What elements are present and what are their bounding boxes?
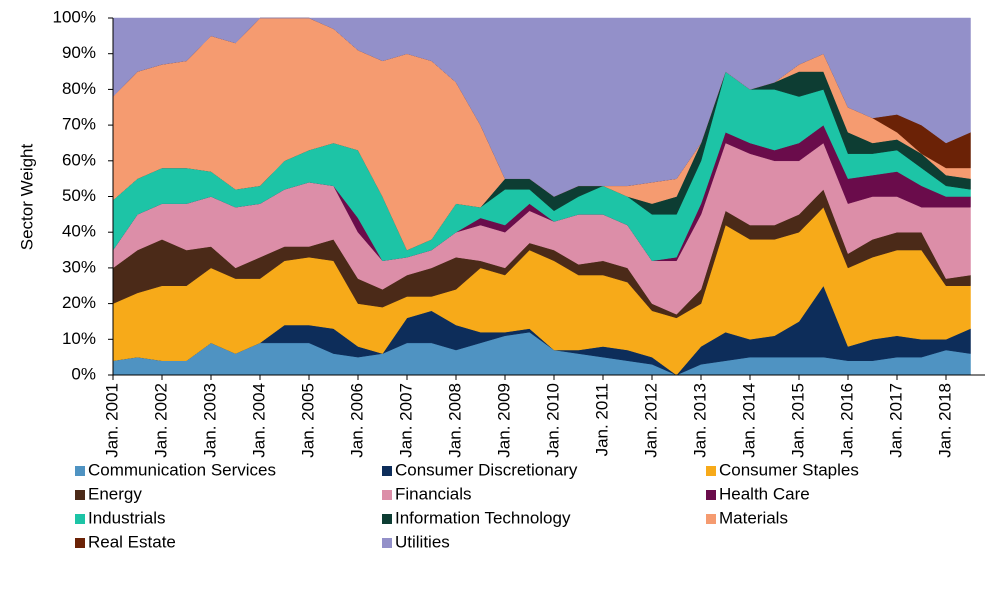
x-tick-label: Jan. 2003 — [200, 383, 219, 458]
y-tick-label: 0% — [71, 364, 96, 383]
x-tick-label: Jan. 2001 — [102, 383, 121, 458]
x-tick-label: Jan. 2017 — [886, 383, 905, 458]
legend-swatch — [382, 466, 392, 476]
x-tick-label: Jan. 2007 — [396, 383, 415, 458]
legend-label: Information Technology — [395, 508, 571, 527]
y-tick-label: 10% — [62, 329, 96, 348]
x-tick-label: Jan. 2015 — [788, 383, 807, 458]
legend-swatch — [706, 490, 716, 500]
legend-swatch — [382, 538, 392, 548]
x-tick-label: Jan. 2012 — [641, 383, 660, 458]
y-axis-label: Sector Weight — [17, 144, 36, 251]
area — [112, 17, 971, 197]
y-tick-label: 100% — [53, 7, 96, 26]
legend-label: Financials — [395, 484, 472, 503]
legend-swatch — [706, 514, 716, 524]
x-tick-label: Jan. 2014 — [739, 383, 758, 458]
legend-swatch — [382, 490, 392, 500]
legend-label: Consumer Discretionary — [395, 460, 578, 479]
x-tick-label: Jan. 2009 — [494, 383, 513, 458]
x-tick-label: Jan. 2018 — [935, 383, 954, 458]
y-tick-label: 80% — [62, 79, 96, 98]
legend-swatch — [75, 538, 85, 548]
x-tick-label: Jan. 2002 — [151, 383, 170, 458]
legend-label: Real Estate — [88, 532, 176, 551]
legend-swatch — [706, 466, 716, 476]
x-tick-label: Jan. 2006 — [347, 383, 366, 458]
legend-swatch — [75, 490, 85, 500]
x-tick-label: Jan. 2013 — [690, 383, 709, 458]
y-tick-label: 40% — [62, 222, 96, 241]
legend-label: Communication Services — [88, 460, 276, 479]
legend-label: Health Care — [719, 484, 810, 503]
y-tick-label: 30% — [62, 257, 96, 276]
y-tick-label: 20% — [62, 293, 96, 312]
legend-label: Materials — [719, 508, 788, 527]
legend-label: Consumer Staples — [719, 460, 859, 479]
x-tick-label: Jan. 2008 — [445, 383, 464, 458]
x-tick-label: Jan. 2005 — [298, 383, 317, 458]
x-tick-label: Jan. 2016 — [837, 383, 856, 458]
legend-label: Utilities — [395, 532, 450, 551]
legend-swatch — [382, 514, 392, 524]
x-tick-label: Jan. 2004 — [249, 383, 268, 458]
y-tick-label: 70% — [62, 115, 96, 134]
legend-label: Industrials — [88, 508, 165, 527]
legend-swatch — [75, 466, 85, 476]
legend-label: Energy — [88, 484, 142, 503]
y-tick-label: 60% — [62, 150, 96, 169]
y-tick-label: 90% — [62, 43, 96, 62]
x-tick-label: Jan. 2010 — [543, 383, 562, 458]
y-tick-label: 50% — [62, 186, 96, 205]
x-tick-label: Jan. 2011 — [592, 383, 611, 456]
legend-swatch — [75, 514, 85, 524]
